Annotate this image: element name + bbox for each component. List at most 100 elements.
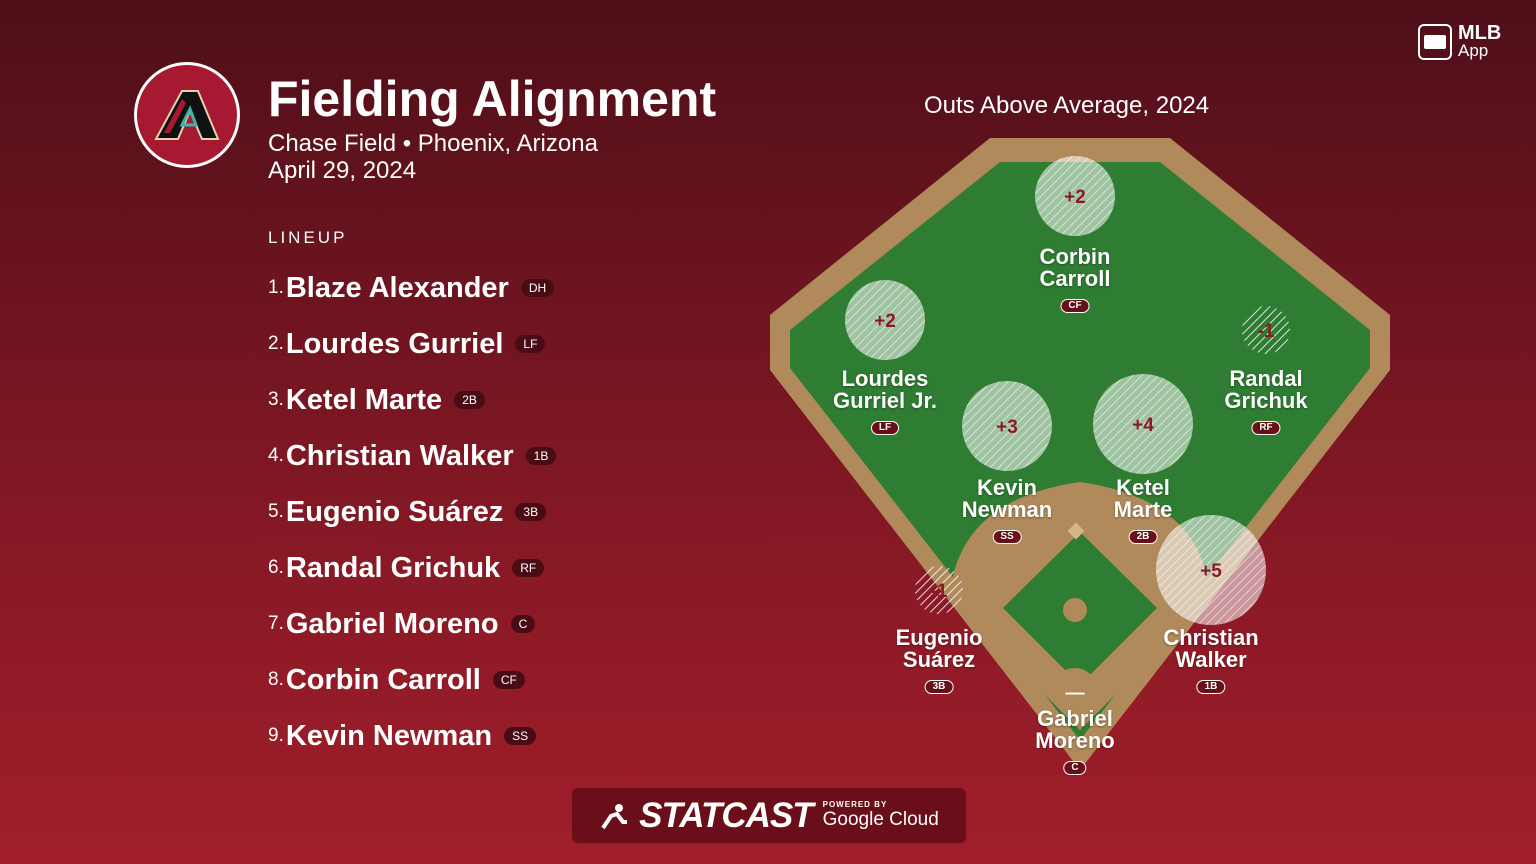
lineup-player-name: Eugenio Suárez [285, 495, 504, 528]
home-plate-area [1053, 668, 1097, 712]
lineup-item: 3. Ketel Marte 2B [268, 372, 556, 428]
field-player-label: Christian Walker 1B [1163, 625, 1259, 694]
position-tag: RF [1251, 421, 1281, 435]
lineup-number: 1. [268, 277, 284, 298]
outfield-grass [790, 162, 1370, 740]
player-first-name: Randal [1229, 366, 1303, 391]
lineup-player-name: Lourdes Gurriel [285, 327, 504, 360]
statcast-banner: STATCAST POWERED BY Google Cloud [572, 788, 966, 843]
player-last-name: Newman [961, 497, 1053, 522]
lineup-player-name: Ketel Marte [285, 383, 443, 416]
mlb-app-sub: App [1458, 41, 1489, 60]
field-title: Outs Above Average, 2024 [924, 92, 1210, 119]
oaa-circle-hatch [845, 280, 925, 360]
oaa-circle-hatch [1035, 156, 1115, 236]
lineup-player-name: Corbin Carroll [285, 663, 481, 696]
player-last-name: Carroll [1039, 266, 1111, 291]
position-tag: LF [870, 421, 900, 435]
position-tag: CF [1060, 299, 1090, 313]
position-badge: RF [512, 559, 545, 577]
oaa-value: -1 [1258, 321, 1275, 342]
position-badge: DH [520, 279, 555, 297]
second-base [1067, 522, 1085, 540]
oaa-value: +3 [996, 417, 1018, 438]
lineup-item: 8. Corbin Carroll CF [268, 652, 556, 708]
player-first-name: Gabriel [1037, 706, 1113, 731]
oaa-circle-hatch [962, 381, 1052, 471]
lineup-heading: LINEUP [268, 228, 348, 247]
position-badge: 3B [515, 503, 547, 521]
diamondbacks-logo-icon [134, 62, 240, 168]
lineup-number: 9. [268, 725, 284, 746]
statcast-logo: STATCAST [639, 795, 813, 835]
position-tag: 2B [1128, 530, 1158, 544]
google-cloud-logo: Google Cloud [822, 809, 939, 830]
oaa-value: +2 [874, 311, 896, 332]
player-last-name: Marte [1113, 497, 1173, 522]
lineup-player-name: Christian Walker [285, 439, 514, 472]
oaa-value: -1 [931, 581, 948, 602]
player-first-name: Christian [1163, 625, 1259, 650]
player-last-name: Walker [1175, 647, 1247, 672]
lineup-item: 7. Gabriel Moreno C [268, 596, 556, 652]
field-player-label: Ketel Marte 2B [1113, 475, 1173, 544]
player-first-name: Kevin [977, 475, 1037, 500]
lineup-number: 4. [268, 445, 284, 466]
lineup-number: 8. [268, 669, 284, 690]
lineup-player-name: Randal Grichuk [285, 551, 501, 584]
lineup-number: 6. [268, 557, 284, 578]
lineup-player-name: Blaze Alexander [285, 271, 509, 304]
baseball-field: +2 +2 -1 +3 +4 -1 +5 — [770, 138, 1390, 770]
lineup-player-name: Gabriel Moreno [285, 607, 499, 640]
oaa-circle-hatch [915, 566, 963, 614]
position-badge: 2B [454, 391, 485, 409]
field-player-label: Corbin Carroll CF [1039, 244, 1111, 313]
player-first-name: Ketel [1116, 475, 1170, 500]
field-player-label: Kevin Newman SS [962, 477, 1052, 544]
player-last-name: Suárez [902, 647, 976, 672]
lineup-number: 2. [268, 333, 284, 354]
oaa-circle-hatch [1242, 306, 1290, 354]
player-last-name: Gurriel Jr. [833, 388, 937, 413]
powered-by: POWERED BY [822, 800, 888, 809]
field-player-label: Gabriel Moreno C [1035, 706, 1115, 775]
position-badge: 1B [525, 447, 557, 465]
position-tag: SS [992, 530, 1022, 544]
runner-icon [601, 803, 628, 829]
mlb-app-logo: MLB App [1418, 22, 1502, 60]
player-first-name: Corbin [1039, 244, 1111, 269]
lineup-number: 7. [268, 613, 284, 634]
oaa-value: — [1066, 683, 1085, 704]
position-tag: C [1063, 761, 1087, 775]
oaa-circle-hatch [1156, 515, 1266, 625]
position-badge: LF [515, 335, 546, 353]
field-player-label: Eugenio Suárez 3B [895, 625, 983, 694]
lineup-item: 9. Kevin Newman SS [268, 708, 556, 764]
oaa-circle-hatch [1093, 374, 1193, 474]
position-badge: CF [492, 671, 525, 689]
lineup-number: 5. [268, 501, 284, 522]
oaa-value: +4 [1132, 415, 1154, 436]
position-tag: 3B [924, 680, 954, 694]
position-badge: C [510, 615, 536, 633]
player-first-name: Lourdes [841, 366, 929, 391]
oaa-value: +2 [1064, 187, 1086, 208]
lineup-player-name: Kevin Newman [285, 719, 493, 752]
page-title: Fielding Alignment [268, 71, 717, 127]
venue-text: Chase Field • Phoenix, Arizona [268, 130, 598, 157]
field-player-label: Lourdes Gurriel Jr. LF [833, 368, 937, 435]
lineup-list: 1. Blaze Alexander DH 2. Lourdes Gurriel LF 3.… [268, 260, 557, 764]
lineup-item: 1. Blaze Alexander DH [268, 260, 556, 316]
lineup-item: 2. Lourdes Gurriel LF [268, 316, 556, 372]
lineup-number: 3. [268, 389, 284, 410]
lineup-item: 4. Christian Walker 1B [268, 428, 557, 484]
position-tag: 1B [1196, 680, 1226, 694]
mlb-logo-icon [1418, 24, 1452, 60]
position-badge: SS [504, 727, 537, 745]
pitchers-mound [1063, 598, 1087, 622]
game-date: April 29, 2024 [268, 157, 417, 184]
player-last-name: Moreno [1035, 728, 1115, 753]
mlb-app-name: MLB [1458, 22, 1502, 44]
player-first-name: Eugenio [895, 625, 983, 650]
lineup-item: 5. Eugenio Suárez 3B [268, 484, 556, 540]
